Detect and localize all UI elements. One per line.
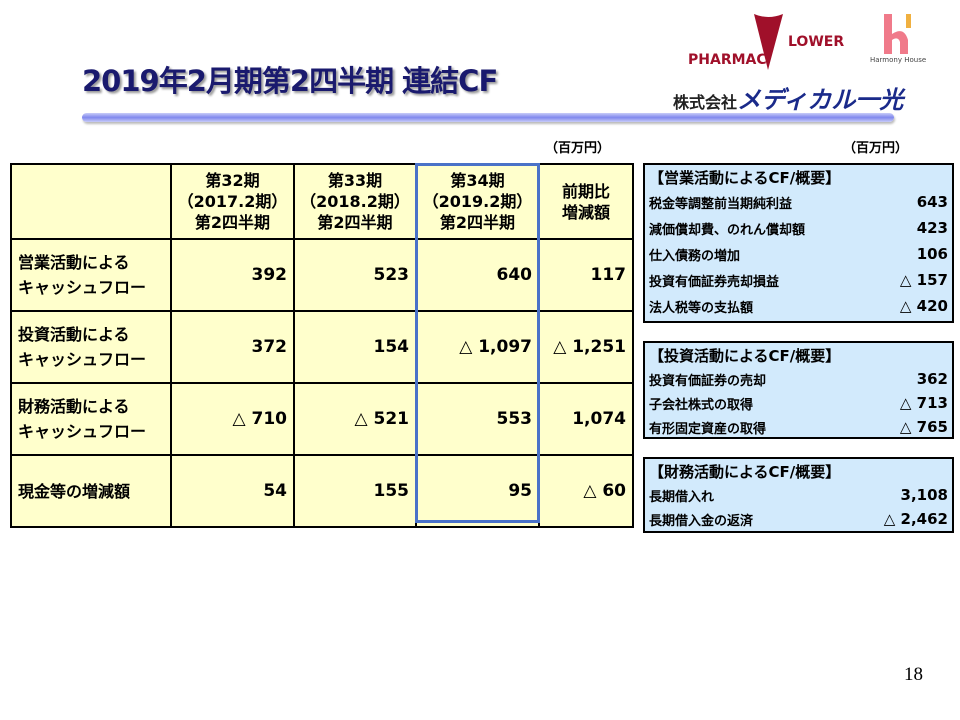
pharmac-flower-logo: PHARMAC LOWER	[688, 10, 858, 72]
list-item: 法人税等の支払額 △ 420	[649, 297, 948, 316]
unit-label-panels: （百万円）	[843, 141, 909, 156]
col-header-34: 第34期 （2019.2期） 第2四半期	[415, 163, 540, 240]
list-item: 長期借入れ 3,108	[649, 486, 948, 505]
list-item: 有形固定資産の取得 △ 765	[649, 418, 948, 437]
row-label: 財務活動による キャッシュフロー	[10, 382, 172, 456]
col-header-32: 第32期 （2017.2期） 第2四半期	[170, 163, 295, 240]
harmony-house-logo: Harmony House	[870, 12, 930, 67]
operating-cf-panel: 【営業活動によるCF/概要】 税金等調整前当期純利益 643 減価償却費、のれん償…	[643, 163, 954, 323]
table-row: 投資活動による キャッシュフロー 372 154 △ 1,097 △ 1,251	[10, 310, 634, 384]
list-item: 減価償却費、のれん償却額 423	[649, 219, 948, 238]
page-title: 2019年2月期第2四半期 連結CF	[82, 64, 498, 98]
panel-title: 【財務活動によるCF/概要】	[649, 463, 841, 481]
table-row: 財務活動による キャッシュフロー △ 710 △ 521 553 1,074	[10, 382, 634, 456]
table-header-row: 第32期 （2017.2期） 第2四半期 第33期 （2018.2期） 第2四半期 第3…	[10, 163, 634, 240]
col-header-33: 第33期 （2018.2期） 第2四半期	[293, 163, 417, 240]
unit-label-main: （百万円）	[545, 141, 611, 156]
title-underline	[82, 113, 894, 122]
flower-icon	[754, 14, 783, 70]
table-row: 営業活動による キャッシュフロー 392 523 640 117	[10, 238, 634, 312]
row-label: 現金等の増減額	[10, 454, 172, 528]
investing-cf-panel: 【投資活動によるCF/概要】 投資有価証券の売却 362 子会社株式の取得 △ 71…	[643, 341, 954, 439]
page-number: 18	[904, 664, 923, 685]
list-item: 仕入債務の増加 106	[649, 245, 948, 264]
company-logo: 株式会社メディカル一光	[673, 86, 904, 114]
row-label: 投資活動による キャッシュフロー	[10, 310, 172, 384]
harmony-h-icon	[884, 14, 911, 54]
cf-table: 第32期 （2017.2期） 第2四半期 第33期 （2018.2期） 第2四半期 第3…	[10, 163, 634, 528]
col-header-change: 前期比 増減額	[538, 163, 634, 240]
list-item: 投資有価証券の売却 362	[649, 370, 948, 389]
list-item: 長期借入金の返済 △ 2,462	[649, 510, 948, 529]
list-item: 子会社株式の取得 △ 713	[649, 394, 948, 413]
financing-cf-panel: 【財務活動によるCF/概要】 長期借入れ 3,108 長期借入金の返済 △ 2,46…	[643, 457, 954, 533]
list-item: 投資有価証券売却損益 △ 157	[649, 271, 948, 290]
panel-title: 【営業活動によるCF/概要】	[649, 169, 841, 187]
row-label: 営業活動による キャッシュフロー	[10, 238, 172, 312]
panel-title: 【投資活動によるCF/概要】	[649, 347, 841, 365]
list-item: 税金等調整前当期純利益 643	[649, 193, 948, 212]
table-row: 現金等の増減額 54 155 95 △ 60	[10, 454, 634, 528]
